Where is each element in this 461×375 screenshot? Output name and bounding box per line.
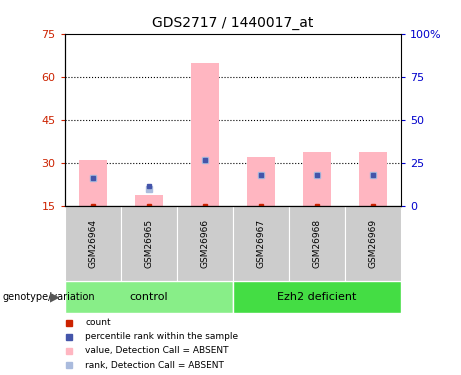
Bar (233, 281, 401, 313)
Bar (345, 206, 401, 281)
Text: GSM26964: GSM26964 (88, 219, 97, 268)
Text: GSM26968: GSM26968 (313, 219, 321, 268)
Bar (177, 206, 233, 281)
Bar (65, 281, 233, 313)
Text: Ezh2 deficient: Ezh2 deficient (277, 292, 357, 302)
Bar (289, 206, 345, 281)
Text: count: count (85, 318, 111, 327)
Bar (65, 206, 121, 281)
Text: GSM26965: GSM26965 (144, 219, 153, 268)
Bar (121, 206, 177, 281)
Bar (78, 160, 106, 206)
Bar (247, 158, 275, 206)
Text: GSM26966: GSM26966 (200, 219, 209, 268)
Bar (233, 206, 289, 281)
Text: percentile rank within the sample: percentile rank within the sample (85, 332, 238, 341)
Text: GSM26967: GSM26967 (256, 219, 266, 268)
Text: value, Detection Call = ABSENT: value, Detection Call = ABSENT (85, 346, 229, 355)
Text: genotype/variation: genotype/variation (2, 292, 95, 302)
Text: ▶: ▶ (50, 291, 60, 304)
Bar (359, 152, 387, 206)
Bar (191, 63, 219, 206)
Bar (135, 195, 163, 206)
Text: GSM26969: GSM26969 (368, 219, 378, 268)
Title: GDS2717 / 1440017_at: GDS2717 / 1440017_at (152, 16, 313, 30)
Bar (303, 152, 331, 206)
Text: control: control (130, 292, 168, 302)
Text: rank, Detection Call = ABSENT: rank, Detection Call = ABSENT (85, 361, 224, 370)
